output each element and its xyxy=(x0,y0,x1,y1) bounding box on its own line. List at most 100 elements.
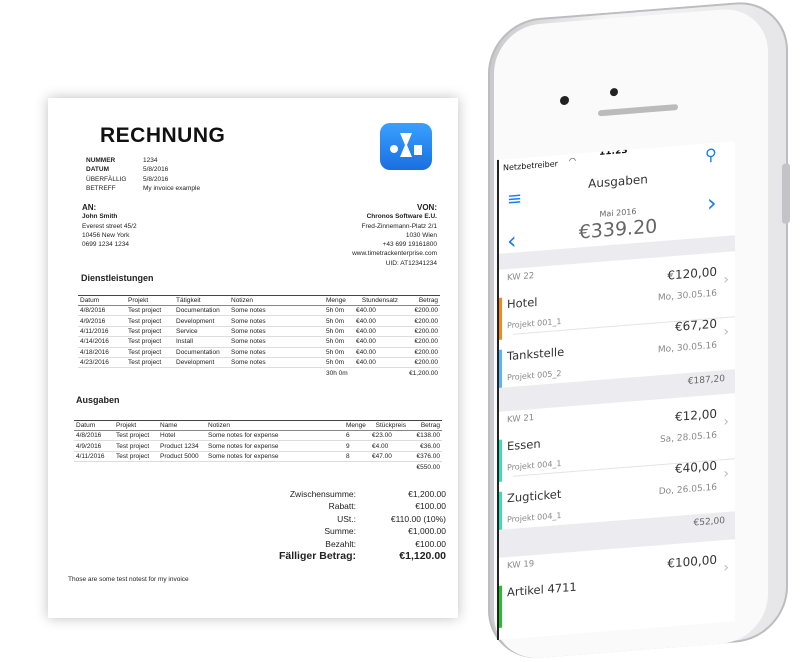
column-header: Tätigkeit xyxy=(174,295,229,306)
meta-label: BETREFF xyxy=(86,184,116,192)
table-cell: Some notes xyxy=(229,357,324,369)
expense-name[interactable]: Hotel xyxy=(507,294,538,312)
table-cell: Test project xyxy=(114,430,158,442)
table-cell: 4/11/2016 xyxy=(78,326,126,338)
prev-month-chevron-icon[interactable]: ‹ xyxy=(507,226,517,256)
wifi-icon: ◠ xyxy=(569,155,576,166)
table-cell: €40.00 xyxy=(354,357,400,369)
week-label: KW 21 xyxy=(507,413,535,426)
total-amount: €550.00 xyxy=(416,463,441,471)
expense-amount[interactable]: €40,00 xyxy=(675,458,717,476)
table-cell xyxy=(158,462,206,472)
table-header-row: Datum Projekt Name Notizen Menge Stückpreis Be… xyxy=(74,420,442,431)
expense-name[interactable]: Artikel 4711 xyxy=(507,579,577,600)
total-quantity: 30h 0m xyxy=(326,369,348,377)
address-line: UID: AT12341234 xyxy=(385,259,437,267)
expense-date: Do, 26.05.16 xyxy=(658,482,717,498)
expense-name[interactable]: Zugticket xyxy=(507,486,562,506)
expense-name[interactable]: Tankstelle xyxy=(507,344,565,364)
table-cell: 6 xyxy=(344,430,370,442)
summary-row: Bezahlt: €100.00 xyxy=(216,538,446,550)
invoice-note: Those are some test notest for my invoic… xyxy=(68,576,189,583)
category-color-bar xyxy=(499,585,502,628)
expense-date: Mo, 30.05.16 xyxy=(657,288,717,304)
table-cell: €40.00 xyxy=(354,347,400,358)
services-table: Datum Projekt Tätigkeit Notizen Menge Stunden… xyxy=(78,295,440,378)
expense-amount[interactable]: €67,20 xyxy=(675,316,717,334)
expense-name[interactable]: Essen xyxy=(507,436,541,454)
phone-screen: Netzbetreiber ◠ 11:23 ⚲ Ausgaben ≡ › Mai… xyxy=(497,141,735,641)
carrier-label: Netzbetreiber xyxy=(503,159,558,173)
invoice-title: RECHNUNG xyxy=(100,124,226,147)
table-cell: 5h 0m xyxy=(324,347,354,358)
expense-amount[interactable]: €100,00 xyxy=(667,552,717,571)
table-cell: €4.00 xyxy=(370,440,408,452)
table-cell: €40.00 xyxy=(354,326,400,338)
to-label: AN: xyxy=(82,203,97,212)
table-cell: 4/18/2016 xyxy=(78,347,126,358)
invoice-summary: Zwischensumme: €1,200.00 Rabatt: €100.00 USt… xyxy=(216,488,446,562)
summary-label: Fälliger Betrag: xyxy=(278,550,356,563)
address-line: Fred-Zinnemann-Platz 2/1 xyxy=(361,222,437,230)
address-line: Chronos Software E.U. xyxy=(366,213,437,221)
expense-project: Projekt 004_1 xyxy=(507,458,562,473)
address-line: 1030 Wien xyxy=(405,231,437,239)
table-cell: 5h 0m xyxy=(324,336,354,348)
expense-date: Mo, 30.05.16 xyxy=(657,340,717,356)
app-logo-icon xyxy=(380,123,432,170)
address-line: Everest street 45/2 xyxy=(82,222,137,230)
table-cell: Documentation xyxy=(174,305,229,317)
table-cell: €138.00 xyxy=(408,430,442,442)
side-button[interactable] xyxy=(782,163,790,224)
summary-row: Fälliger Betrag: €1,120.00 xyxy=(216,550,446,562)
table-cell: Test project xyxy=(126,336,174,348)
table-cell xyxy=(370,462,408,472)
summary-row: USt.: €110.00 (10%) xyxy=(216,513,446,525)
table-cell: €40.00 xyxy=(354,336,400,348)
table-cell: Some notes xyxy=(229,326,324,338)
expense-amount[interactable]: €12,00 xyxy=(675,406,717,424)
table-cell: 4/11/2016 xyxy=(74,451,114,463)
search-icon[interactable]: ⚲ xyxy=(705,144,717,165)
table-row: 4/18/2016 Test project Documentation Some n… xyxy=(78,347,440,358)
summary-value: €110.00 (10%) xyxy=(390,513,446,524)
meta-label: NUMMER xyxy=(86,157,116,164)
table-cell: Hotel xyxy=(158,430,206,442)
table-cell: Some notes xyxy=(229,305,324,317)
category-color-bar xyxy=(499,439,502,482)
table-cell xyxy=(114,462,158,472)
table-row: 4/11/2016 Test project Product 5000 Some no… xyxy=(74,451,442,463)
table-cell: €40.00 xyxy=(354,315,400,327)
table-cell: Some notes for expense xyxy=(206,451,344,463)
table-cell: Test project xyxy=(114,451,158,463)
summary-label: Bezahlt: xyxy=(325,538,356,549)
table-row: 4/9/2016 Test project Product 1234 Some not… xyxy=(74,440,442,452)
column-header: Menge xyxy=(344,420,370,431)
table-cell: Development xyxy=(174,315,229,327)
week-label: KW 19 xyxy=(507,559,535,572)
column-header: Projekt xyxy=(126,295,174,306)
row-chevron-icon[interactable]: › xyxy=(723,323,729,341)
menu-icon[interactable]: ≡ xyxy=(507,188,523,211)
table-cell: €200.00 xyxy=(400,315,440,327)
table-header-row: Datum Projekt Tätigkeit Notizen Menge Stunden… xyxy=(78,295,440,306)
table-cell: Some notes for expense xyxy=(206,440,344,452)
table-cell: Test project xyxy=(126,305,174,317)
address-line: John Smith xyxy=(82,213,118,221)
summary-label: Rabatt: xyxy=(328,501,356,512)
meta-label: DATUM xyxy=(86,166,109,174)
expense-amount[interactable]: €120,00 xyxy=(667,264,717,283)
table-cell xyxy=(74,462,114,472)
table-cell: €200.00 xyxy=(400,305,440,317)
sender-address: VON: Chronos Software E.U. Fred-Zinneman… xyxy=(352,203,437,268)
row-chevron-icon[interactable]: › xyxy=(723,559,729,577)
table-cell: 5h 0m xyxy=(324,305,354,317)
row-chevron-icon[interactable]: › xyxy=(723,271,729,289)
category-color-bar xyxy=(499,349,502,392)
row-chevron-icon[interactable]: › xyxy=(723,413,729,431)
table-cell: €40.00 xyxy=(354,305,400,317)
row-chevron-icon[interactable]: › xyxy=(723,465,729,483)
table-cell: Test project xyxy=(126,315,174,327)
from-label: VON: xyxy=(417,203,437,212)
table-cell: Test project xyxy=(126,357,174,369)
